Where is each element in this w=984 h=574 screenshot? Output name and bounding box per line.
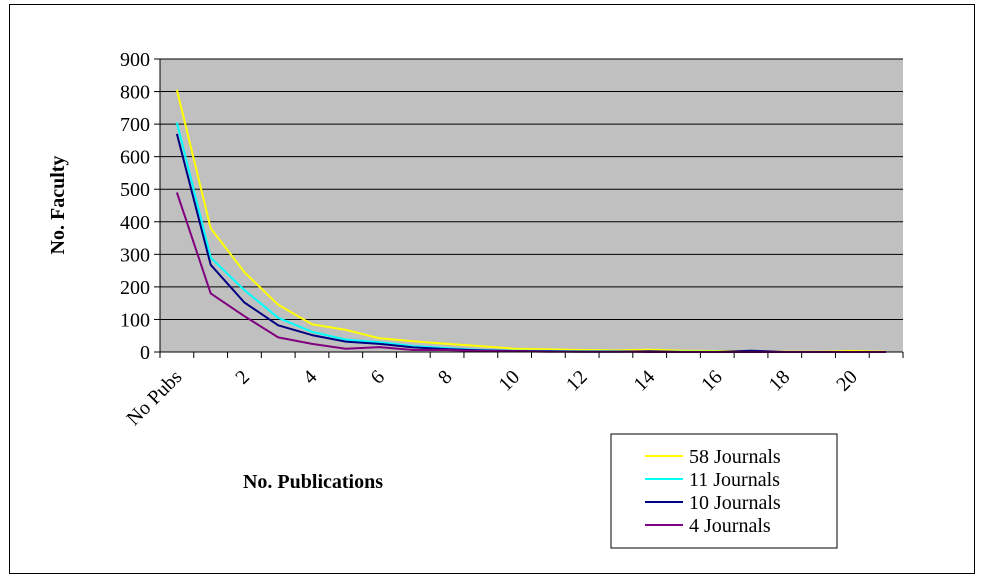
y-axis-title: No. Faculty bbox=[47, 156, 69, 255]
y-tick-label: 300 bbox=[120, 244, 150, 266]
legend-label: 10 Journals bbox=[689, 492, 781, 514]
x-tick-label: 6 bbox=[366, 366, 389, 389]
x-tick-label: 10 bbox=[494, 366, 524, 396]
gridlines bbox=[160, 58, 903, 320]
y-tick-label: 900 bbox=[120, 49, 150, 71]
legend-box bbox=[610, 433, 838, 549]
legend-label: 4 Journals bbox=[689, 515, 771, 537]
legend-label: 58 Journals bbox=[689, 446, 781, 468]
x-tick-label: 8 bbox=[434, 366, 457, 389]
y-tick-label: 400 bbox=[120, 212, 150, 234]
x-axis-title: No. Publications bbox=[243, 471, 383, 493]
y-tick-label: 800 bbox=[120, 82, 150, 104]
x-tick-label: 20 bbox=[832, 366, 862, 396]
y-tick-label: 700 bbox=[120, 114, 150, 136]
x-axis-ticks: No Pubs 2 4 6 8 10 12 14 16 18 20 bbox=[123, 352, 904, 430]
y-axis-ticks: 0 100 200 300 400 500 600 700 800 900 bbox=[120, 49, 160, 364]
y-tick-label: 100 bbox=[120, 309, 150, 331]
y-tick-label: 600 bbox=[120, 147, 150, 169]
y-tick-label: 200 bbox=[120, 277, 150, 299]
x-tick-label: 16 bbox=[697, 366, 727, 396]
x-tick-label: 14 bbox=[630, 366, 660, 396]
x-tick-label: 12 bbox=[562, 366, 592, 396]
y-tick-label: 0 bbox=[140, 342, 150, 364]
legend-label: 11 Journals bbox=[689, 469, 780, 491]
x-tick-label: No Pubs bbox=[123, 366, 187, 430]
x-tick-label: 18 bbox=[765, 366, 795, 396]
x-tick-label: 4 bbox=[299, 366, 322, 389]
y-tick-label: 500 bbox=[120, 179, 150, 201]
plot-area bbox=[160, 59, 903, 352]
x-tick-label: 2 bbox=[231, 366, 254, 389]
